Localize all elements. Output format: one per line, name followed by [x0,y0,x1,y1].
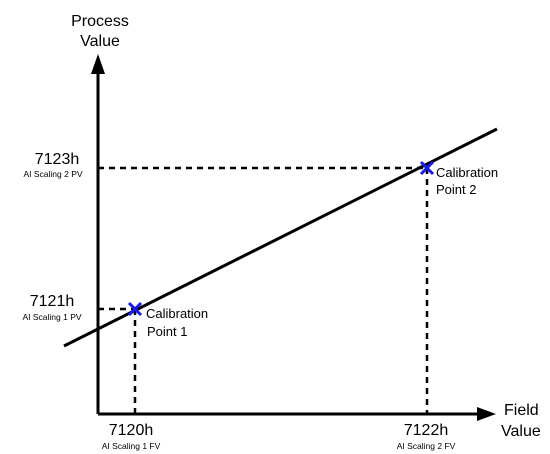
y-axis-arrow [91,54,105,74]
point-2-label-line2: Point 2 [436,182,476,197]
y-tick-label-7121h: 7121h [30,293,75,310]
x-tick-sublabel-fv2: AI Scaling 2 FV [397,441,456,451]
x-axis-title-line1: Field [504,402,539,419]
x-axis-title-line2: Value [501,423,541,440]
y-tick-sublabel-pv1: AI Scaling 1 PV [22,312,81,322]
y-tick-label-7123h: 7123h [35,151,80,168]
calibration-point-1-marker [127,301,143,317]
point-1-label-line1: Calibration [146,306,208,321]
x-axis-arrow [477,407,496,421]
x-tick-label-7122h: 7122h [404,422,449,439]
y-axis-title-line1: Process [71,13,129,30]
y-tick-sublabel-pv2: AI Scaling 2 PV [23,169,82,179]
point-2-label-line1: Calibration [436,165,498,180]
calibration-point-2-marker [419,160,435,176]
point-1-label-line2: Point 1 [147,324,187,339]
x-tick-label-7120h: 7120h [109,422,154,439]
y-axis-title-line2: Value [80,33,120,50]
x-tick-sublabel-fv1: AI Scaling 1 FV [102,441,161,451]
